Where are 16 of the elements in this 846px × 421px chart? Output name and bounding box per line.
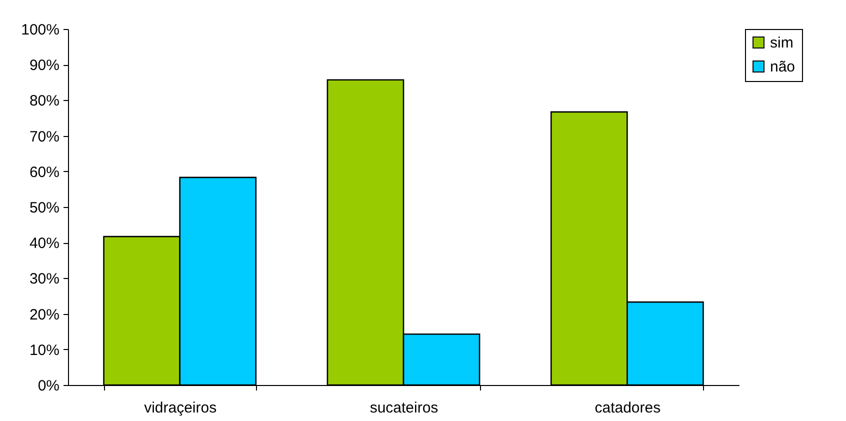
legend-label: sim [770, 34, 794, 52]
y-tick-label: 50% [29, 200, 60, 216]
y-tick-label: 80% [29, 92, 60, 110]
y-tick-label: 60% [29, 164, 60, 181]
y-tick-label: 0% [38, 378, 60, 394]
y-tick-label: 70% [29, 128, 60, 146]
legend-label: não [770, 58, 796, 76]
y-tick-label: 40% [29, 235, 60, 252]
y-tick-label: 20% [29, 306, 60, 324]
x-tick-label: vidraçeiros [144, 400, 217, 416]
x-tick-label: catadores [594, 400, 661, 416]
y-tick-label: 10% [29, 342, 60, 359]
y-tick-label: 90% [29, 57, 60, 74]
x-tick-label: sucateiros [370, 400, 438, 416]
y-tick-label: 100% [21, 22, 60, 38]
y-tick-label: 30% [29, 270, 60, 288]
